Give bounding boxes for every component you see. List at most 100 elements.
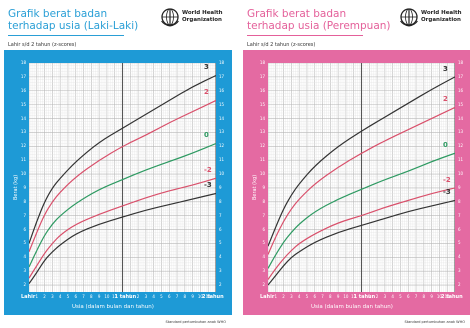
series-line-z2: [268, 106, 455, 255]
x-tick-label: 10: [436, 294, 442, 299]
y-tick-label-left: 17: [20, 73, 26, 79]
chart-subtitle: Lahir s/d 2 tahun (z-scores): [247, 42, 316, 48]
x-tick-label: 10: [104, 294, 110, 299]
chart-svg: [29, 63, 216, 292]
series-line-z3: [268, 76, 455, 247]
who-logo: World Health Organization: [399, 6, 470, 28]
plot-area: [268, 63, 455, 292]
y-tick-label-right: 10: [458, 171, 464, 177]
y-tick-label-left: 5: [262, 240, 265, 246]
title-line-1: Grafik berat badan: [247, 8, 347, 20]
y-tick-label-left: 2: [23, 282, 26, 288]
y-tick-label-right: 11: [219, 157, 225, 163]
x-tick-label: 1: [274, 294, 278, 299]
x-tick-label: 9: [430, 294, 433, 299]
y-tick-label-left: 17: [259, 73, 265, 79]
x-tick-label: 5: [305, 294, 309, 299]
series-line-z0: [268, 152, 455, 269]
y-tick-label-left: 13: [20, 129, 26, 135]
x-tick-label: 10: [197, 294, 203, 299]
y-tick-label-left: 12: [259, 143, 265, 149]
series-label-z3: 3: [204, 63, 209, 72]
y-tick-label-right: 13: [219, 129, 225, 135]
x-tick-label: 11: [112, 294, 118, 299]
y-tick-label-left: 11: [259, 157, 265, 163]
y-tick-label-left: 16: [259, 87, 265, 93]
y-tick-label-left: 6: [23, 226, 26, 232]
x-tick-label: 6: [406, 294, 410, 299]
y-tick-label-left: 10: [20, 171, 26, 177]
x-tick-label: 5: [399, 294, 402, 299]
x-axis-label: Usia (dalam bulan dan tahun): [72, 304, 154, 310]
series-label-z2: 2: [443, 95, 448, 104]
series-line-z-3: [29, 192, 216, 285]
series-label-z-2: -2: [204, 166, 212, 175]
who-logo: World Health Organization: [160, 6, 232, 28]
x-tick-label: 10: [343, 294, 349, 299]
x-tick-label: 11: [444, 294, 450, 299]
y-tick-label-right: 4: [219, 254, 222, 260]
series-label-z-3: -3: [443, 188, 451, 197]
x-tick-label: 1: [129, 294, 132, 299]
y-tick-label-left: 11: [20, 157, 26, 163]
x-tick-label: 8: [183, 294, 187, 299]
x-tick-label: 6: [313, 294, 317, 299]
y-tick-label-right: 5: [219, 240, 222, 246]
y-tick-label-right: 2: [219, 282, 222, 288]
x-tick-label: 8: [90, 294, 93, 299]
who-globe-icon: [400, 8, 418, 27]
y-tick-label-right: 15: [458, 101, 464, 107]
y-tick-label-right: 2: [458, 282, 461, 288]
x-tick-label: 7: [82, 294, 85, 299]
series-label-z2: 2: [204, 88, 209, 97]
y-tick-label-left: 18: [20, 60, 26, 65]
series-label-z0: 0: [204, 131, 209, 140]
y-tick-label-right: 8: [219, 198, 222, 204]
series-label-z0: 0: [443, 141, 448, 150]
title-line-2: terhadap usia (Perempuan): [247, 20, 391, 32]
y-tick-label-left: 7: [23, 212, 26, 218]
y-tick-label-left: 15: [20, 101, 26, 107]
who-wordmark: World Health Organization: [182, 10, 223, 23]
x-tick-label: 5: [66, 294, 70, 299]
y-tick-label-right: 4: [458, 254, 461, 260]
y-tick-label-right: 9: [458, 184, 461, 190]
chart-svg: [268, 63, 455, 292]
x-major-label: Lahir: [260, 294, 275, 300]
y-tick-label-right: 11: [458, 157, 464, 163]
y-tick-label-right: 18: [219, 60, 225, 65]
y-tick-label-right: 7: [458, 212, 461, 218]
y-tick-label-right: 15: [219, 101, 225, 107]
y-tick-label-right: 12: [219, 143, 225, 149]
y-tick-label-right: 13: [458, 129, 464, 135]
y-tick-label-left: 13: [259, 129, 265, 135]
title-line-2: terhadap usia (Laki-Laki): [8, 20, 139, 32]
plot-area: [29, 63, 216, 292]
y-tick-label-left: 10: [259, 171, 265, 177]
x-major-label: 1 tahun: [114, 294, 137, 300]
x-major-label: 1 tahun: [353, 294, 376, 300]
y-tick-label-left: 5: [23, 240, 26, 246]
x-tick-label: 3: [290, 294, 293, 299]
y-tick-label-left: 8: [262, 198, 265, 204]
y-tick-label-left: 16: [20, 87, 26, 93]
x-major-label: 2 tahun: [441, 294, 463, 300]
y-tick-label-left: 3: [262, 268, 265, 274]
x-tick-label: 8: [422, 294, 426, 299]
y-tick-label-left: 4: [262, 254, 265, 260]
y-tick-label-left: 4: [23, 254, 26, 260]
y-tick-label-right: 14: [219, 115, 225, 121]
y-tick-label-right: 9: [219, 184, 222, 190]
boys-chart-panel: Grafik berat badan terhadap usia (Laki-L…: [4, 0, 232, 328]
series-line-z-2: [268, 187, 455, 280]
y-tick-label-left: 2: [262, 282, 265, 288]
y-tick-label-right: 17: [219, 73, 225, 79]
y-tick-label-right: 7: [219, 212, 222, 218]
y-tick-label-left: 7: [262, 212, 265, 218]
series-label-z-3: -3: [204, 181, 212, 190]
who-wordmark: World Health Organization: [421, 10, 462, 23]
y-tick-label-left: 14: [20, 115, 26, 121]
y-tick-label-right: 16: [219, 87, 225, 93]
who-globe-icon: [161, 8, 179, 27]
x-tick-label: 11: [205, 294, 211, 299]
